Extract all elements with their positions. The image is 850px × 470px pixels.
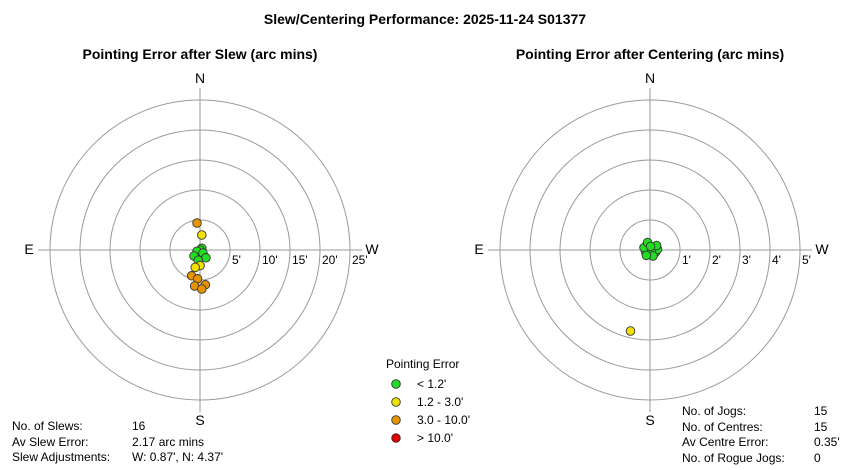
centering-ring-label: 1': [682, 253, 691, 267]
slew-stat-value: W: 0.87', N: 4.37': [132, 450, 224, 464]
legend-marker: [391, 379, 401, 389]
centering-compass-w: W: [815, 241, 829, 257]
centering-ring-label: 5': [802, 253, 811, 267]
slew-ring-label: 15': [292, 253, 308, 267]
slew-stat-value: 16: [132, 419, 146, 433]
centering-point: [641, 250, 652, 261]
centering-compass-n: N: [645, 70, 655, 86]
slew-compass-e: E: [24, 241, 33, 257]
centre-stat-value: 0.35': [814, 435, 840, 449]
centre-stat-label: No. of Rogue Jogs:: [682, 450, 785, 465]
centering-points: [625, 237, 663, 336]
slew-point: [201, 253, 211, 263]
slew-points: [186, 218, 211, 294]
slew-point: [192, 218, 202, 228]
slew-stat-label: No. of Slews:: [12, 419, 83, 433]
slew-stat-value: 2.17 arc mins: [132, 434, 205, 449]
legend-label: > 10.0': [417, 431, 453, 445]
centre-stat-value: 0: [814, 450, 821, 465]
legend-marker: [391, 433, 401, 443]
slew-ring-label: 20': [322, 253, 338, 267]
centering-stats-panel: No. of Jogs: 15 No. of Centres: 15 Av Centre…: [682, 404, 850, 466]
centre-stat-label: No. of Jogs:: [682, 404, 747, 418]
centering-point: [645, 241, 656, 252]
centre-stat-label: Av Centre Error:: [682, 435, 769, 449]
slew-chart-title: Pointing Error after Slew (arc mins): [83, 46, 318, 62]
centering-ring-label: 2': [712, 253, 721, 267]
centre-stat-value: 15: [814, 404, 828, 418]
centering-ring-label: 4': [772, 253, 781, 267]
legend-marker: [391, 415, 401, 425]
slew-stat-row: Av Slew Error: 2.17 arc mins: [12, 434, 204, 451]
centering-ring-labels: 1' 2' 3' 4' 5': [682, 253, 811, 267]
centering-point: [625, 326, 636, 336]
legend-label: < 1.2': [417, 377, 446, 391]
slew-point: [197, 230, 207, 240]
centering-chart-title: Pointing Error after Centering (arc mins…: [516, 46, 784, 62]
centre-stat-row: Av Centre Error: 0.35': [682, 435, 850, 451]
slew-stats-panel: No. of Slews: 16 Av Slew Error: 2.17 arc mi…: [12, 419, 223, 466]
legend-label: 3.0 - 10.0': [417, 413, 470, 427]
slew-compass-s: S: [195, 412, 204, 428]
slew-point: [190, 262, 200, 273]
centre-stat-row: No. of Centres: 15: [682, 420, 850, 436]
slew-ring-label: 25': [352, 253, 368, 267]
slew-compass-w: W: [365, 241, 379, 257]
slew-ring-label: 10': [262, 253, 278, 267]
centering-compass-s: S: [645, 412, 654, 428]
centering-ring-label: 3': [742, 253, 751, 267]
slew-point: [197, 284, 207, 294]
slew-stat-label: Av Slew Error:: [12, 434, 89, 449]
centering-polar-chart: Pointing Error after Centering (arc mins…: [474, 46, 829, 428]
centre-stat-row: No. of Jogs: 15: [682, 404, 850, 420]
main-title: Slew/Centering Performance: 2025-11-24 S…: [264, 11, 586, 27]
slew-stat-row: No. of Slews: 16: [12, 419, 182, 435]
legend-title: Pointing Error: [386, 357, 459, 371]
pointing-error-legend: Pointing Error < 1.2' 1.2 - 3.0' 3.0 - 10.…: [386, 357, 470, 445]
centering-compass-e: E: [474, 241, 483, 257]
slew-ring-labels: 5' 10' 15' 20' 25': [232, 253, 368, 267]
centre-stat-label: No. of Centres:: [682, 419, 763, 434]
centre-stat-row: No. of Rogue Jogs: 0: [682, 451, 850, 467]
slew-ring-label: 5': [232, 253, 241, 267]
slew-polar-chart: Pointing Error after Slew (arc mins) N S…: [24, 46, 379, 428]
legend-label: 1.2 - 3.0': [417, 395, 463, 409]
slew-stat-row: Slew Adjustments: W: 0.87', N: 4.37': [12, 450, 223, 466]
centre-stat-value: 15: [814, 419, 828, 434]
legend-marker: [391, 397, 401, 407]
slew-stat-label: Slew Adjustments:: [12, 450, 111, 464]
slew-compass-n: N: [195, 70, 205, 86]
